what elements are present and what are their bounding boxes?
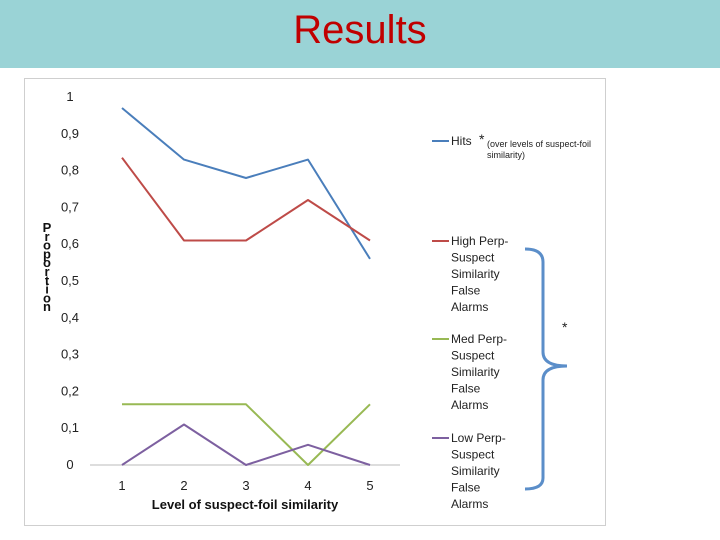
y-tick-label: 0,1 bbox=[61, 420, 79, 435]
legend-label: False bbox=[451, 284, 481, 298]
legend-label: Similarity bbox=[451, 464, 500, 478]
hits-note: (over levels of suspect-foil bbox=[487, 139, 591, 149]
legend-label: Med Perp- bbox=[451, 332, 507, 346]
y-axis-title-letter: n bbox=[43, 299, 51, 314]
legend-label: Similarity bbox=[451, 267, 500, 281]
y-axis-title-letter: P bbox=[43, 220, 52, 235]
series-lines bbox=[121, 107, 371, 466]
y-tick-label: 0,2 bbox=[61, 383, 79, 398]
x-tick-labels: 1 2 3 4 5 bbox=[118, 478, 373, 493]
y-tick-label: 0,4 bbox=[61, 310, 79, 325]
x-tick-label: 5 bbox=[366, 478, 373, 493]
hits-note: similarity) bbox=[487, 150, 525, 160]
legend-label: Alarms bbox=[451, 497, 488, 511]
y-tick-label: 0,8 bbox=[61, 163, 79, 178]
annotations: * (over levels of suspect-foilsimilarity)… bbox=[479, 131, 591, 491]
curly-bracket bbox=[524, 247, 568, 491]
x-tick-label: 1 bbox=[118, 478, 125, 493]
slide-title: Results bbox=[293, 8, 427, 52]
legend-label: Suspect bbox=[451, 448, 495, 462]
y-tick-label: 0,3 bbox=[61, 347, 79, 362]
y-tick-label: 0,7 bbox=[61, 199, 79, 214]
legend-label: False bbox=[451, 382, 481, 396]
legend-label: Hits bbox=[451, 134, 472, 148]
legend-label: Suspect bbox=[451, 349, 495, 363]
x-axis-title: Level of suspect-foil similarity bbox=[152, 497, 339, 512]
y-tick-label: 0,9 bbox=[61, 126, 79, 141]
x-tick-label: 4 bbox=[304, 478, 311, 493]
y-axis-title-letter: p bbox=[43, 246, 51, 261]
x-tick-label: 2 bbox=[180, 478, 187, 493]
y-tick-label: 0 bbox=[66, 457, 73, 472]
y-tick-labels: 0 0,1 0,2 0,3 0,4 0,5 0,6 0,7 0,8 0,9 1 bbox=[61, 89, 79, 472]
series-line-3 bbox=[122, 403, 371, 466]
legend-label: Suspect bbox=[451, 251, 495, 265]
chart-frame bbox=[24, 78, 606, 526]
legend-label: High Perp- bbox=[451, 234, 508, 248]
y-tick-label: 1 bbox=[66, 89, 73, 104]
y-axis-title-letter: o bbox=[43, 290, 51, 305]
y-axis-title-letter: i bbox=[45, 282, 49, 297]
title-bar bbox=[0, 0, 720, 68]
y-tick-label: 0,6 bbox=[61, 236, 79, 251]
series-line-2 bbox=[121, 157, 371, 242]
legend-label: Low Perp- bbox=[451, 431, 506, 445]
series-line-4 bbox=[121, 423, 371, 466]
legend-label: Alarms bbox=[451, 398, 488, 412]
hits-significance-star: * bbox=[479, 131, 485, 147]
y-tick-label: 0,5 bbox=[61, 273, 79, 288]
series-line-1 bbox=[121, 107, 371, 260]
legend-label: Similarity bbox=[451, 365, 500, 379]
bracket-significance-star: * bbox=[562, 319, 568, 335]
legend-label: Alarms bbox=[451, 300, 488, 314]
legend-label: False bbox=[451, 481, 481, 495]
x-tick-label: 3 bbox=[242, 478, 249, 493]
y-axis-title-letter: t bbox=[45, 273, 50, 288]
y-axis-title-letter: o bbox=[43, 255, 51, 270]
y-axis-title-letter: r bbox=[44, 229, 49, 244]
legend: Hits High Perp- Suspect Similarity False Alar… bbox=[432, 134, 508, 511]
y-axis-title-letter: r bbox=[44, 264, 49, 279]
y-axis-title-letter: o bbox=[43, 238, 51, 253]
